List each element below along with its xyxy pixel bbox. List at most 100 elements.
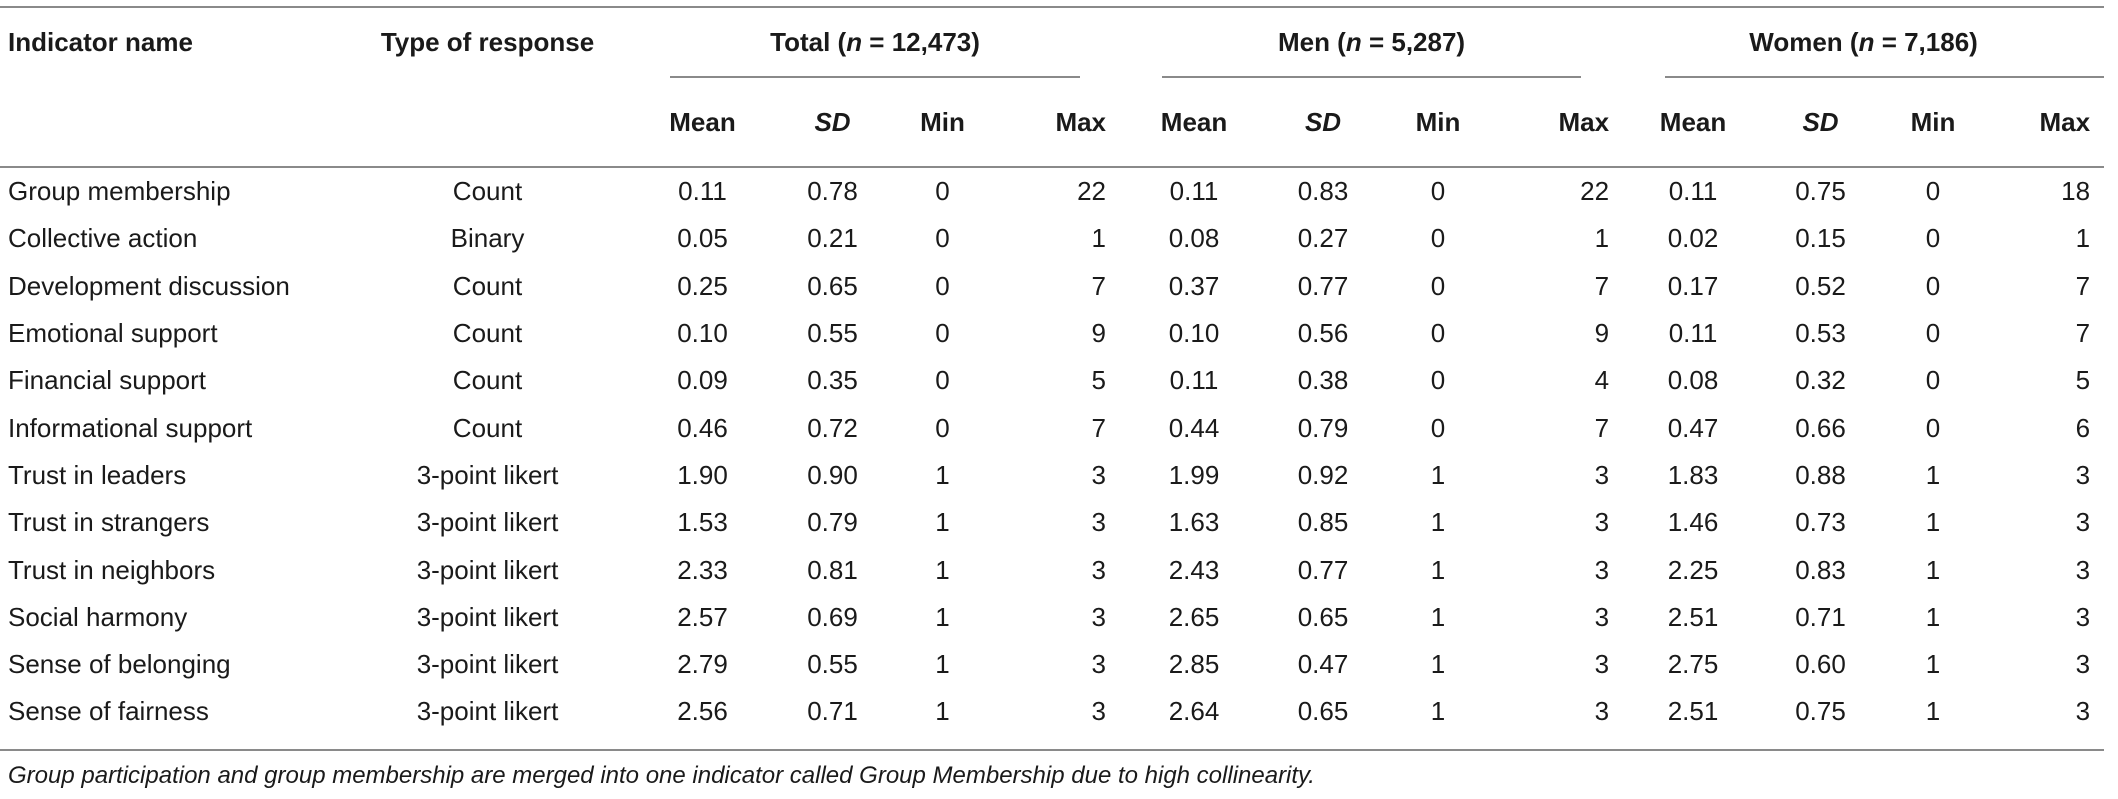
response-type-cell: 3-point likert bbox=[416, 507, 559, 538]
mean-cell: 0.10 bbox=[1168, 318, 1220, 349]
mean-cell: 2.57 bbox=[677, 601, 728, 632]
min-cell: 1 bbox=[935, 601, 950, 632]
sd-cell: 0.52 bbox=[1795, 270, 1846, 301]
max-cell: 22 bbox=[1580, 176, 1610, 207]
sd-cell: 0.35 bbox=[807, 365, 858, 396]
mean-cell: 2.51 bbox=[1667, 696, 1719, 727]
indicator-name-cell: Informational support bbox=[8, 412, 253, 443]
descriptive-statistics-table: Indicator name Type of response Total (n… bbox=[0, 6, 2105, 736]
mean-cell: 1.83 bbox=[1667, 459, 1719, 490]
table-row: Financial support Count 0.09 0.35 0 5 0.11 0.38… bbox=[0, 357, 2104, 404]
header-min: Min bbox=[1910, 106, 1956, 137]
mean-cell: 0.11 bbox=[1169, 176, 1219, 207]
mean-cell: 0.02 bbox=[1667, 223, 1719, 254]
indicator-name-cell: Trust in strangers bbox=[8, 507, 210, 538]
header-indicator-name: Indicator name bbox=[8, 26, 193, 57]
sd-cell: 0.15 bbox=[1795, 223, 1846, 254]
table-row: Collective action Binary 0.05 0.21 0 1 0.08 0.2… bbox=[0, 215, 2104, 262]
max-cell: 7 bbox=[2075, 318, 2091, 349]
min-cell: 1 bbox=[935, 696, 950, 727]
mean-cell: 2.79 bbox=[677, 649, 728, 680]
mean-cell: 0.09 bbox=[677, 365, 728, 396]
sd-cell: 0.79 bbox=[807, 507, 858, 538]
header-group-women: Women (n = 7,186) bbox=[1623, 6, 2105, 78]
mean-cell: 0.37 bbox=[1168, 270, 1220, 301]
max-cell: 5 bbox=[2075, 365, 2091, 396]
header-min: Min bbox=[920, 106, 965, 137]
min-cell: 1 bbox=[935, 554, 950, 585]
sd-cell: 0.77 bbox=[1297, 270, 1349, 301]
max-cell: 22 bbox=[1077, 176, 1107, 207]
max-cell: 7 bbox=[1091, 412, 1107, 443]
min-cell: 0 bbox=[935, 365, 950, 396]
response-type-cell: 3-point likert bbox=[416, 554, 559, 585]
mean-cell: 2.33 bbox=[677, 554, 728, 585]
sd-cell: 0.83 bbox=[1297, 176, 1349, 207]
table-footnote: Group participation and group membership… bbox=[8, 762, 1315, 789]
max-cell: 3 bbox=[1594, 649, 1610, 680]
header-max: Max bbox=[2039, 106, 2091, 137]
min-cell: 1 bbox=[1430, 601, 1446, 632]
max-cell: 7 bbox=[1594, 270, 1610, 301]
response-type-cell: 3-point likert bbox=[416, 459, 559, 490]
header-blank bbox=[0, 78, 345, 167]
max-cell: 3 bbox=[2075, 554, 2091, 585]
sd-cell: 0.85 bbox=[1297, 507, 1349, 538]
min-cell: 1 bbox=[1430, 649, 1446, 680]
sd-cell: 0.65 bbox=[1297, 601, 1349, 632]
min-cell: 1 bbox=[1925, 507, 1941, 538]
sd-cell: 0.71 bbox=[1795, 601, 1846, 632]
max-cell: 3 bbox=[1091, 554, 1107, 585]
mean-cell: 0.11 bbox=[1169, 365, 1219, 396]
mean-cell: 0.46 bbox=[677, 412, 728, 443]
indicator-name-cell: Collective action bbox=[8, 223, 198, 254]
header-blank bbox=[345, 78, 630, 167]
mean-cell: 2.25 bbox=[1667, 554, 1719, 585]
sd-cell: 0.77 bbox=[1297, 554, 1349, 585]
min-cell: 1 bbox=[1430, 554, 1446, 585]
max-cell: 3 bbox=[1594, 601, 1610, 632]
indicator-name-cell: Emotional support bbox=[8, 318, 218, 349]
min-cell: 1 bbox=[1925, 554, 1941, 585]
min-cell: 1 bbox=[935, 507, 950, 538]
min-cell: 0 bbox=[1430, 318, 1446, 349]
max-cell: 7 bbox=[1594, 412, 1610, 443]
sd-cell: 0.66 bbox=[1795, 412, 1846, 443]
min-cell: 0 bbox=[935, 270, 950, 301]
table-row: Social harmony 3-point likert 2.57 0.69 1 3 2.… bbox=[0, 594, 2104, 641]
max-cell: 9 bbox=[1091, 318, 1107, 349]
mean-cell: 1.99 bbox=[1168, 459, 1220, 490]
table-row: Sense of fairness 3-point likert 2.56 0.71 1… bbox=[0, 688, 2104, 735]
mean-cell: 2.51 bbox=[1667, 601, 1719, 632]
max-cell: 9 bbox=[1594, 318, 1610, 349]
mean-cell: 2.56 bbox=[677, 696, 728, 727]
min-cell: 1 bbox=[1430, 696, 1446, 727]
table-row: Informational support Count 0.46 0.72 0 7 0.44… bbox=[0, 404, 2104, 451]
min-cell: 0 bbox=[1430, 176, 1446, 207]
header-mean: Mean bbox=[669, 106, 736, 137]
max-cell: 3 bbox=[2075, 649, 2091, 680]
max-cell: 4 bbox=[1594, 365, 1610, 396]
mean-cell: 0.08 bbox=[1667, 365, 1719, 396]
max-cell: 18 bbox=[2061, 176, 2091, 207]
max-cell: 7 bbox=[1091, 270, 1107, 301]
min-cell: 0 bbox=[935, 412, 950, 443]
sd-cell: 0.75 bbox=[1795, 176, 1846, 207]
min-cell: 0 bbox=[1430, 412, 1446, 443]
sd-cell: 0.72 bbox=[807, 412, 858, 443]
mean-cell: 0.11 bbox=[1668, 176, 1718, 207]
response-type-cell: 3-point likert bbox=[416, 601, 559, 632]
max-cell: 1 bbox=[1594, 223, 1610, 254]
max-cell: 3 bbox=[2075, 507, 2091, 538]
mean-cell: 2.43 bbox=[1168, 554, 1220, 585]
table-row: Emotional support Count 0.10 0.55 0 9 0.10 0.56… bbox=[0, 310, 2104, 357]
header-sd: SD bbox=[1802, 106, 1839, 137]
mean-cell: 1.46 bbox=[1667, 507, 1719, 538]
response-type-cell: Count bbox=[452, 412, 523, 443]
sd-cell: 0.92 bbox=[1297, 459, 1349, 490]
min-cell: 0 bbox=[935, 176, 950, 207]
max-cell: 3 bbox=[1594, 554, 1610, 585]
indicator-name-cell: Financial support bbox=[8, 365, 206, 396]
sd-cell: 0.75 bbox=[1795, 696, 1846, 727]
table-row: Group membership Count 0.11 0.78 0 22 0.11 0.83… bbox=[0, 167, 2104, 215]
